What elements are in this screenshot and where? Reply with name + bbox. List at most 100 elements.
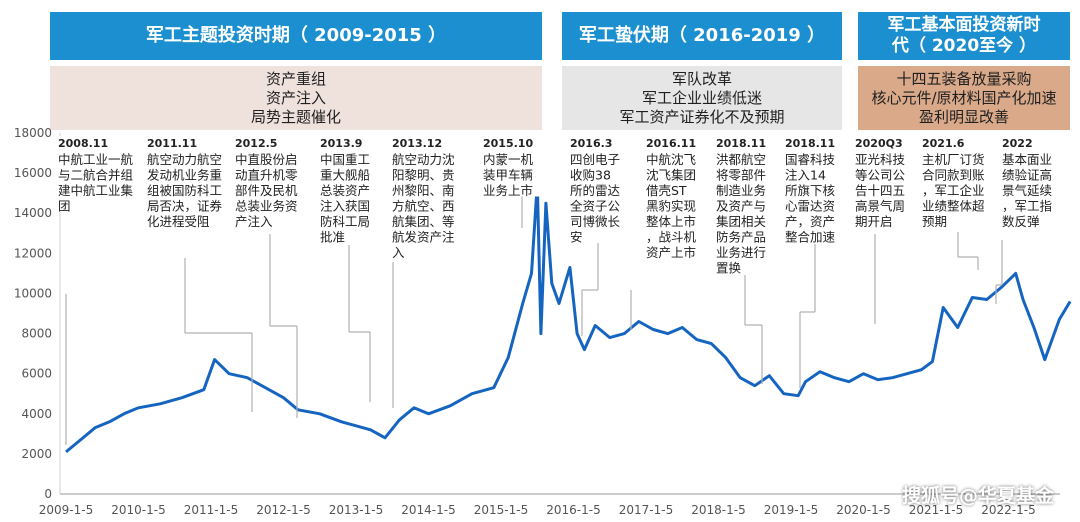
y-tick-label: 10000 — [14, 286, 52, 300]
annotation-text-line: 告十四五 — [855, 183, 905, 198]
annotation-text-line: 产，资产 — [785, 214, 835, 229]
annotation-text-line: 整体上市 — [646, 214, 696, 229]
annotation-text-line: 与二航合并组 — [58, 168, 133, 183]
annotation-text-line: 业务进行 — [716, 245, 766, 260]
x-tick-label: 2017-1-5 — [619, 503, 673, 517]
annotation-date: 2018.11 — [785, 137, 835, 150]
annotation-background — [569, 136, 633, 243]
annotation-text-line: 航空动力航空 — [147, 152, 222, 167]
annotation-text-line: 将零部件 — [716, 168, 766, 183]
annotation-text-line: 注入获国 — [320, 199, 370, 214]
annotation-text-line: 团 — [58, 199, 71, 214]
annotation-date: 2008.11 — [58, 137, 108, 150]
x-tick-label: 2012-1-5 — [256, 503, 310, 517]
annotation-text: 基本面业绩验证高景气延续，军工指数反弹 — [1002, 152, 1052, 229]
annotation-background — [391, 136, 459, 259]
annotation-text-line: 阳黎明、贵 — [392, 168, 455, 183]
annotation-date: 2012.5 — [235, 137, 277, 150]
annotation-text-line: 数反弹 — [1002, 214, 1040, 229]
annotation-text: 国睿科技注入14 所旗下核心雷达资产，资产整合加速 — [785, 152, 836, 245]
y-tick-label: 6000 — [21, 367, 52, 381]
period-description-3: 十四五装备放量采购 核心元件/原材料国产化加速 盈利明显改善 — [858, 66, 1070, 130]
annotation-text-line: 中航沈飞 — [646, 152, 696, 167]
annotation-background — [234, 136, 310, 228]
y-tick-label: 4000 — [21, 407, 52, 421]
annotation-text-line: 入 — [392, 245, 405, 260]
annotation-text-line: 航空动力沈 — [392, 152, 455, 167]
period-3-line-3: 盈利明显改善 — [918, 107, 1009, 126]
annotation-text-line: 等公司公 — [855, 168, 906, 183]
annotation-text-line: 总装资产 — [320, 183, 370, 198]
annotation-text: 四创电子收购38 所的雷达全资子公司博微长安 — [570, 152, 621, 245]
y-tick-label: 16000 — [14, 166, 52, 180]
x-tick-label: 2015-1-5 — [474, 503, 528, 517]
annotation-text-line: 黑豹实现 — [646, 199, 696, 214]
annotation-background — [319, 136, 381, 243]
annotation-text-line: 内蒙一机 — [483, 152, 534, 167]
annotation-text-line: ，军工指 — [1002, 199, 1052, 214]
y-tick-label: 8000 — [21, 327, 52, 341]
annotation-text-line: 部件及民机 — [235, 183, 298, 198]
x-tick-label: 2016-1-5 — [546, 503, 600, 517]
period-2-line-1: 军队改革 — [671, 69, 732, 88]
annotation-text: 航空动力沈阳黎明、贵州黎阳、南方航空、西航集团、等航发资产注入 — [392, 152, 455, 260]
annotation-text-line: 发动机业务重 — [147, 168, 222, 183]
annotation-text-line: 建中航工业集 — [58, 183, 134, 198]
annotation-text: 内蒙一机装甲车辆业务上市 — [483, 152, 534, 198]
annotation-text-line: 州黎阳、南 — [392, 183, 455, 198]
annotation-text-line: 借壳ST — [646, 183, 687, 198]
x-tick-label: 2020-1-5 — [836, 503, 890, 517]
period-3-line-2: 核心元件/原材料国产化加速 — [871, 88, 1057, 107]
annotation-date: 2020Q3 — [855, 137, 903, 150]
annotation-text-line: 沈飞集团 — [646, 168, 696, 183]
annotation-text-line: 集团相关 — [716, 214, 766, 229]
annotation-text-line: 组被国防科工 — [147, 183, 222, 198]
annotation-date: 2015.10 — [483, 137, 533, 150]
annotation-text-line: 整合加速 — [785, 230, 836, 245]
annotation-text: 中直股份启动直升机零部件及民机总装业务资产注入 — [235, 152, 298, 229]
annotation-background — [482, 136, 544, 197]
annotation-text-line: 主机厂订货 — [922, 152, 985, 167]
annotation-text-line: 资产上市 — [646, 245, 696, 260]
annotation-text-line: 防务产品 — [716, 230, 766, 245]
annotation-text-line: 航集团、等 — [392, 214, 455, 229]
annotation-text-line: 中国重工 — [320, 152, 370, 167]
annotation-text-line: 亚光科技 — [855, 152, 906, 167]
annotation-text-line: 预期 — [922, 214, 947, 229]
annotation-text-line: 所的雷达 — [570, 183, 621, 198]
annotation-text-line: 方航空、西 — [392, 199, 455, 214]
period-header-1: 军工主题投资时期（ 2009-2015 ） — [50, 12, 542, 60]
annotation-text: 中航沈飞沈飞集团借壳ST 黑豹实现整体上市，战斗机资产上市 — [646, 152, 697, 260]
annotation-date: 2022 — [1002, 137, 1033, 150]
annotation-text: 洪都航空将零部件制造业务及资产与集团相关防务产品业务进行置换 — [716, 152, 766, 276]
annotation-text-line: 全资子公 — [570, 199, 621, 214]
annotation-text-line: 局否决，证券 — [147, 199, 223, 214]
annotation-text-line: 总装业务资 — [235, 199, 298, 214]
period-description-1: 资产重组 资产注入 局势主题催化 — [50, 66, 542, 130]
annotation-text-line: 及资产与 — [716, 199, 766, 214]
annotation-text-line: ，军工企业 — [922, 183, 985, 198]
period-header-2: 军工蛰伏期（ 2016-2019 ） — [562, 12, 842, 60]
annotation-text-line: 洪都航空 — [716, 152, 766, 167]
x-tick-label: 2014-1-5 — [401, 503, 455, 517]
series-line — [65, 181, 1072, 454]
x-tick-label: 2013-1-5 — [329, 503, 383, 517]
annotation-text-line: 注入14 — [785, 168, 826, 183]
annotation-background — [784, 136, 846, 243]
annotation-text-line: 航发资产注 — [392, 230, 455, 245]
annotation-text-line: 装甲车辆 — [483, 168, 533, 183]
annotation-background — [921, 136, 989, 228]
period-1-line-3: 局势主题催化 — [250, 107, 341, 126]
annotation-text-line: ，战斗机 — [646, 230, 697, 245]
annotation-text-line: 心雷达资 — [785, 199, 835, 214]
annotation-text: 中航工业一航与二航合并组建中航工业集团 — [58, 152, 134, 214]
annotation-text-line: 期开启 — [855, 214, 893, 229]
annotation-text-line: 四创电子 — [570, 152, 620, 167]
annotation-text-line: 防科工局 — [320, 214, 370, 229]
annotation-text: 亚光科技等公司公告十四五高景气周期开启 — [855, 152, 906, 229]
annotation-text-line: 绩验证高 — [1002, 168, 1052, 183]
period-1-line-1: 资产重组 — [265, 69, 326, 88]
annotation-date: 2013.12 — [392, 137, 442, 150]
y-tick-label: 18000 — [14, 126, 52, 140]
